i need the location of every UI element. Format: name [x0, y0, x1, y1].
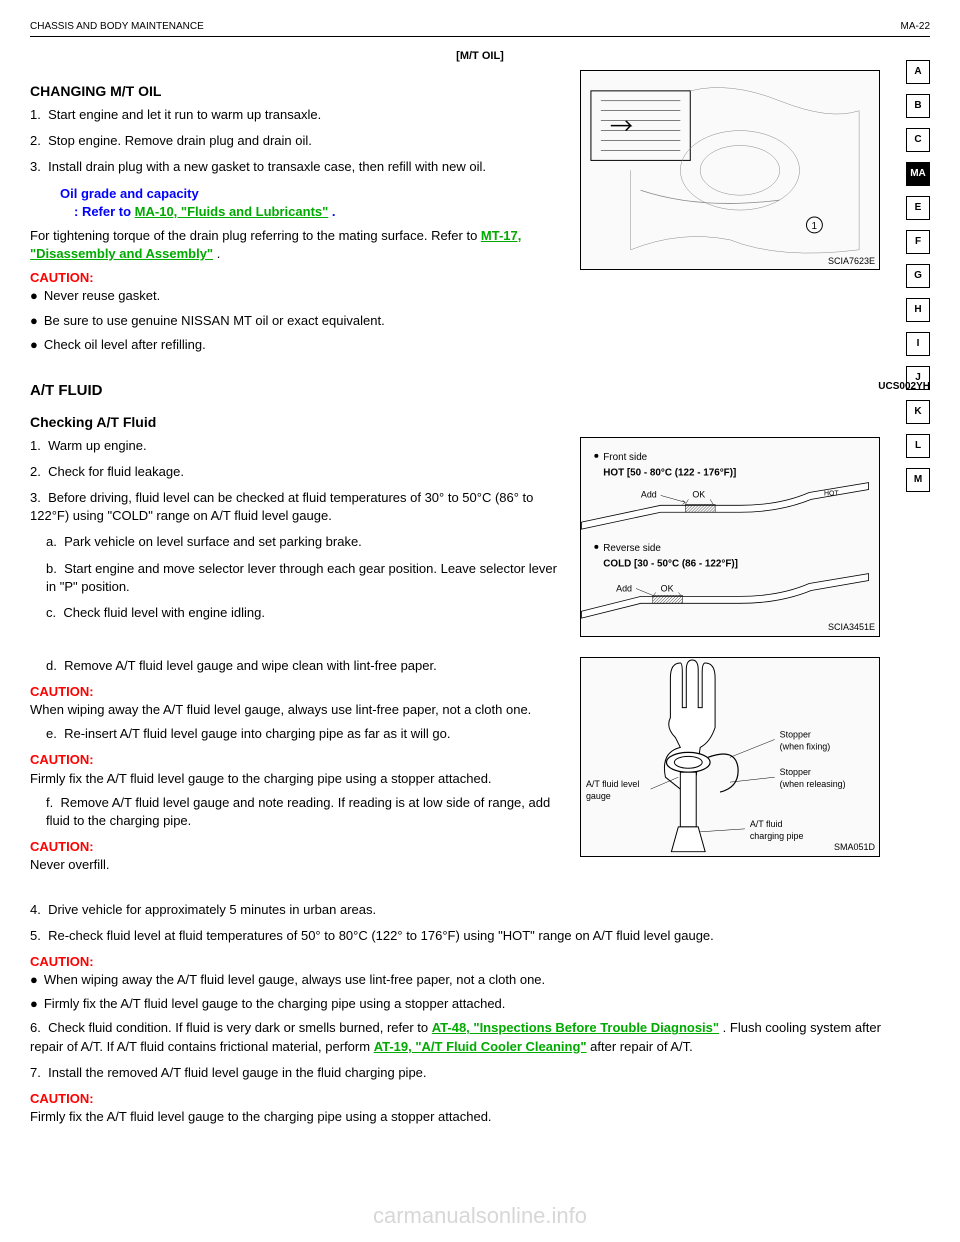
add-label: Add	[641, 489, 657, 499]
add-label-2: Add	[616, 583, 632, 593]
caution-item: Check oil level after refilling.	[44, 336, 570, 354]
caution-item: Never reuse gasket.	[44, 287, 570, 305]
caution-label: CAUTION:	[30, 683, 570, 701]
svg-text:A/T fluid: A/T fluid	[750, 818, 783, 828]
spec-link[interactable]: MA-10, "Fluids and Lubricants"	[135, 204, 329, 219]
figure-hand: Stopper (when fixing) Stopper (when rele…	[580, 657, 880, 857]
at-text-2: d. Remove A/T fluid level gauge and wipe…	[30, 657, 570, 881]
check-heading: Checking A/T Fluid	[30, 413, 930, 433]
svg-text:A/T fluid level: A/T fluid level	[586, 779, 639, 789]
reverse-label: Reverse side	[603, 543, 661, 554]
at-section-3: 4. Drive vehicle for approximately 5 min…	[30, 901, 890, 1127]
mt-heading: CHANGING M/T OIL	[30, 82, 570, 102]
at-section-1: 1. Warm up engine. 2. Check for fluid le…	[30, 437, 930, 637]
at-step-2: 2. Check for fluid leakage.	[30, 463, 570, 481]
at-step-7: 7. Install the removed A/T fluid level g…	[30, 1064, 890, 1082]
at-step-3c: c. Check fluid level with engine idling.	[46, 604, 570, 622]
at-step-3d: d. Remove A/T fluid level gauge and wipe…	[46, 657, 570, 675]
caution-text: When wiping away the A/T fluid level gau…	[30, 701, 570, 719]
caution-item: Firmly fix the A/T fluid level gauge to …	[44, 995, 890, 1013]
mt-text: CHANGING M/T OIL 1. Start engine and let…	[30, 70, 570, 360]
mt-step-1: 1. Start engine and let it run to warm u…	[30, 106, 570, 124]
mt-step-2: 2. Stop engine. Remove drain plug and dr…	[30, 132, 570, 150]
watermark: carmanualsonline.info	[373, 1201, 587, 1232]
at-step-4: 4. Drive vehicle for approximately 5 min…	[30, 901, 890, 919]
engine-svg: 1	[581, 71, 879, 270]
page-header: CHASSIS AND BODY MAINTENANCE MA-22 [M/T …	[30, 20, 930, 64]
at-step-6: 6. Check fluid condition. If fluid is ve…	[30, 1019, 890, 1055]
main-content: CHANGING M/T OIL 1. Start engine and let…	[30, 70, 930, 1126]
fig-id: SCIA7623E	[828, 255, 875, 268]
spec-value: : Refer to MA-10, "Fluids and Lubricants…	[74, 203, 570, 221]
svg-text:Stopper: Stopper	[780, 729, 811, 739]
caution-item: When wiping away the A/T fluid level gau…	[44, 971, 890, 989]
page-topline: CHASSIS AND BODY MAINTENANCE MA-22	[30, 20, 930, 34]
hot-label: HOT [50 - 80°C (122 - 176°F)]	[603, 467, 736, 478]
hand-svg: Stopper (when fixing) Stopper (when rele…	[581, 658, 879, 857]
tighten-text: For tightening torque of the drain plug …	[30, 227, 570, 263]
caution-text: Never overfill.	[30, 856, 570, 874]
at-step-3a: a. Park vehicle on level surface and set…	[46, 533, 570, 551]
link-cooler-cleaning[interactable]: AT-19, "A/T Fluid Cooler Cleaning"	[374, 1039, 587, 1054]
caution-label: CAUTION:	[30, 1090, 890, 1108]
caution-item: Be sure to use genuine NISSAN MT oil or …	[44, 312, 570, 330]
caution-label: CAUTION:	[30, 838, 570, 856]
spec-label: Oil grade and capacity	[60, 185, 570, 203]
page-number-top: MA-22	[901, 20, 930, 34]
at-step-3b: b. Start engine and move selector lever …	[46, 560, 570, 596]
figure-engine: 1 SCIA7623E	[580, 70, 880, 270]
svg-text:Stopper: Stopper	[780, 767, 811, 777]
cold-label: COLD [30 - 50°C (86 - 122°F)]	[603, 558, 738, 569]
svg-text:(when releasing): (when releasing)	[780, 779, 846, 789]
mt-step-3: 3. Install drain plug with a new gasket …	[30, 158, 570, 176]
ok-label-2: OK	[661, 583, 674, 593]
svg-text:gauge: gauge	[586, 791, 611, 801]
at-step-3e: e. Re-insert A/T fluid level gauge into …	[46, 725, 570, 743]
svg-text:1: 1	[811, 221, 817, 232]
caution-text: Firmly fix the A/T fluid level gauge to …	[30, 770, 570, 788]
fig-id: SCIA3451E	[828, 621, 875, 634]
caution-text: Firmly fix the A/T fluid level gauge to …	[30, 1108, 890, 1126]
svg-text:charging pipe: charging pipe	[750, 830, 804, 840]
front-label: Front side	[603, 451, 647, 462]
at-step-3f: f. Remove A/T fluid level gauge and note…	[46, 794, 570, 830]
caution-label: CAUTION:	[30, 751, 570, 769]
at-step-5: 5. Re-check fluid level at fluid tempera…	[30, 927, 890, 945]
at-heading: A/T FLUID UCS002YH	[30, 380, 930, 401]
at-section-2: d. Remove A/T fluid level gauge and wipe…	[30, 657, 930, 881]
section-code: UCS002YH	[878, 380, 930, 394]
ok-label: OK	[692, 489, 705, 499]
svg-text:(when fixing): (when fixing)	[780, 741, 831, 751]
at-step-3: 3. Before driving, fluid level can be ch…	[30, 489, 570, 525]
fig-id: SMA051D	[834, 841, 875, 854]
hot-mark: HOT	[824, 490, 839, 497]
link-trouble-diag[interactable]: AT-48, "Inspections Before Trouble Diagn…	[432, 1020, 719, 1035]
at-text-1: 1. Warm up engine. 2. Check for fluid le…	[30, 437, 570, 637]
header-section: CHASSIS AND BODY MAINTENANCE	[30, 20, 204, 34]
dipstick-svg: Front side HOT [50 - 80°C (122 - 176°F)]…	[581, 438, 879, 636]
caution-label: CAUTION:	[30, 269, 570, 287]
at-step-1: 1. Warm up engine.	[30, 437, 570, 455]
caution-label: CAUTION:	[30, 953, 890, 971]
figure-dipstick: Front side HOT [50 - 80°C (122 - 176°F)]…	[580, 437, 880, 637]
mt-section: CHANGING M/T OIL 1. Start engine and let…	[30, 70, 930, 360]
header-pfp: [M/T OIL]	[30, 49, 930, 64]
